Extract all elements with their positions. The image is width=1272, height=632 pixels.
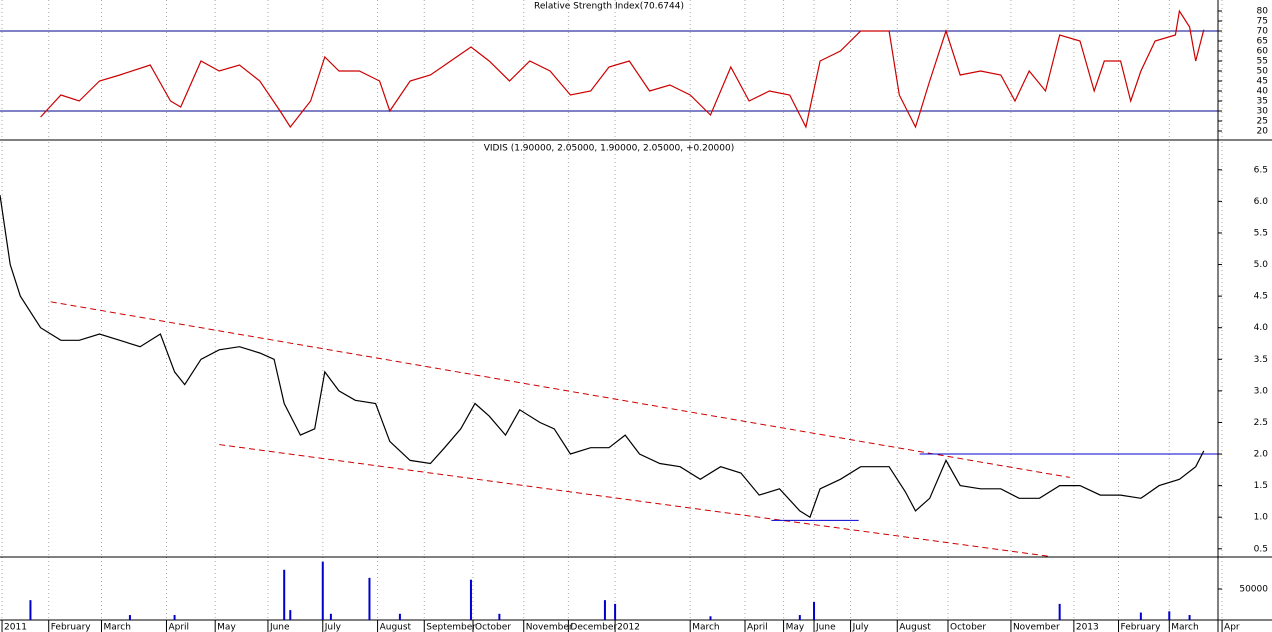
x-tick-label: March [1171, 623, 1198, 632]
x-tick-label: December [570, 623, 617, 632]
volume-bar [614, 603, 617, 620]
volume-bar [603, 600, 606, 620]
x-tick-label: Apr [1224, 623, 1240, 632]
y-tick-label: 4.5 [1254, 292, 1268, 302]
x-tick-label: November [526, 623, 573, 632]
y-tick-label: 30 [1257, 107, 1269, 117]
x-tick-label: March [692, 623, 719, 632]
x-tick-label: October [950, 623, 986, 632]
y-tick-label: 25 [1257, 117, 1268, 127]
x-tick-label: July [852, 623, 870, 632]
volume-bar [709, 616, 712, 620]
y-tick-label: 35 [1257, 97, 1268, 107]
volume-bar [283, 569, 286, 620]
y-tick-label: 4.0 [1254, 323, 1269, 333]
y-tick-label: 5.5 [1254, 228, 1268, 238]
x-tick-label: June [269, 623, 290, 632]
volume-bar [469, 579, 472, 620]
x-tick-label: 2013 [1076, 623, 1099, 632]
y-tick-label: 3.5 [1254, 355, 1268, 365]
data-line [0, 195, 1205, 519]
volume-bar [1188, 615, 1191, 620]
y-tick-label: 1.5 [1254, 481, 1268, 491]
volume-bar [798, 615, 801, 620]
x-tick-label: June [815, 623, 836, 632]
volume-bar [1058, 603, 1061, 620]
y-tick-label: 80 [1257, 7, 1269, 17]
x-tick-label: August [380, 623, 412, 632]
x-tick-label: May [217, 623, 236, 632]
y-tick-label: 3.0 [1254, 386, 1269, 396]
y-tick-label: 1.0 [1254, 513, 1269, 523]
x-tick-label: 2012 [617, 623, 640, 632]
volume-bar [329, 613, 332, 620]
y-tick-label: 5.0 [1254, 260, 1269, 270]
x-tick-label: July [324, 623, 342, 632]
volume-bar [29, 600, 32, 620]
y-tick-label: 6.0 [1254, 197, 1269, 207]
volume-bar [368, 577, 371, 620]
y-tick-label: 40 [1257, 87, 1269, 97]
volume-bar [321, 561, 324, 620]
x-tick-label: September [426, 623, 476, 632]
volume-bar [813, 602, 816, 620]
y-tick-label: 20 [1257, 127, 1269, 137]
x-tick-label: February [1121, 623, 1162, 632]
x-tick-label: March [104, 623, 131, 632]
y-tick-label: 6.5 [1254, 165, 1268, 175]
y-tick-label: 65 [1257, 37, 1268, 47]
y-tick-label: 2.0 [1254, 450, 1269, 460]
volume-bar [128, 615, 131, 620]
y-tick-label: 50 [1257, 67, 1269, 77]
volume-bar [289, 610, 292, 620]
panel-title: Relative Strength Index(70.6744) [534, 2, 684, 12]
y-tick-label: 50000 [1239, 584, 1268, 594]
volume-bar [1168, 611, 1171, 620]
y-tick-label: 0.5 [1254, 544, 1268, 554]
y-tick-label: 70 [1257, 27, 1269, 37]
volume-bar [498, 613, 501, 620]
y-tick-label: 45 [1257, 77, 1268, 87]
trend-line [50, 301, 1070, 478]
x-tick-label: April [747, 623, 768, 632]
volume-bar [1139, 612, 1142, 620]
x-tick-label: 2011 [4, 623, 27, 632]
y-tick-label: 55 [1257, 57, 1268, 67]
y-tick-label: 2.5 [1254, 418, 1268, 428]
x-tick-label: May [786, 623, 805, 632]
y-tick-label: 75 [1257, 17, 1268, 27]
x-tick-label: November [1013, 623, 1060, 632]
volume-bar [398, 613, 401, 620]
volume-bar [173, 615, 176, 620]
x-tick-label: August [899, 623, 931, 632]
x-tick-label: October [475, 623, 511, 632]
x-tick-label: April [168, 623, 189, 632]
panel-title: VIDIS (1.90000, 2.05000, 1.90000, 2.0500… [484, 144, 735, 154]
data-line [40, 9, 1205, 129]
y-tick-label: 60 [1257, 47, 1269, 57]
x-tick-label: February [51, 623, 92, 632]
